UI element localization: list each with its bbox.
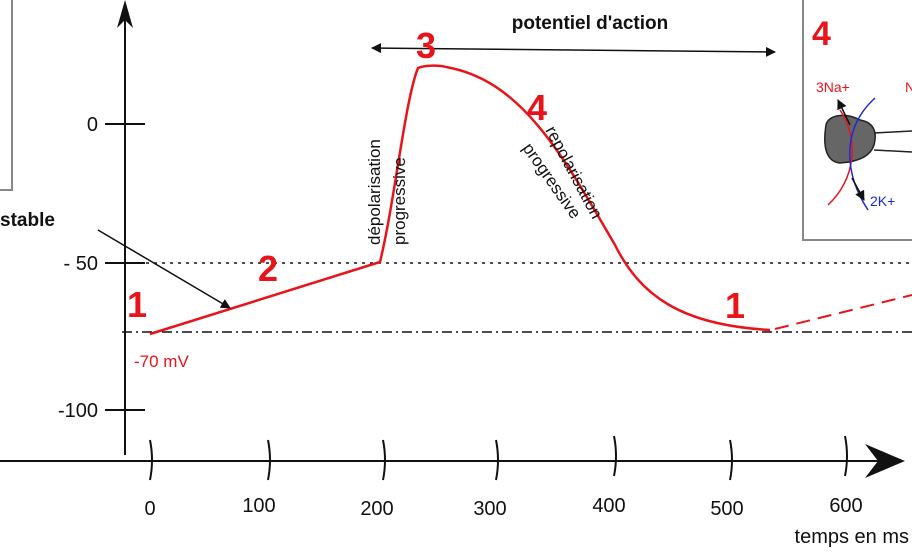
phase-label: 2 xyxy=(258,248,278,289)
k-label: 2K+ xyxy=(870,193,895,209)
x-tick-label: 500 xyxy=(710,498,743,520)
x-tick-label: 200 xyxy=(360,498,393,520)
phase-label: 4 xyxy=(527,87,547,128)
x-tick-label: 600 xyxy=(829,495,862,517)
na-arrow xyxy=(837,99,851,126)
phase-label: 1 xyxy=(725,285,745,326)
x-arrow xyxy=(865,444,905,478)
phase-label: 1 xyxy=(127,284,147,325)
potential-curve xyxy=(149,64,771,336)
resting-label: -70 mV xyxy=(134,352,189,371)
y-tick-label: 0 xyxy=(87,114,98,136)
pump-shape xyxy=(873,130,912,153)
y-tick-label: -100 xyxy=(58,400,98,422)
membrane xyxy=(827,109,853,206)
x-tick-label: 400 xyxy=(592,495,625,517)
title: potentiel d'action xyxy=(512,13,669,34)
ap-span-arrow xyxy=(371,43,776,57)
x-tick-label: 100 xyxy=(242,495,275,517)
na-label: 3Na+ xyxy=(816,79,850,95)
pump xyxy=(824,114,876,164)
x-tick-label: 0 xyxy=(144,498,155,520)
k-arrow xyxy=(851,177,865,201)
na-label: N xyxy=(905,79,912,95)
x-ticks xyxy=(149,435,848,481)
stable-label: stable xyxy=(0,210,55,231)
next-cycle xyxy=(774,294,912,330)
left-box xyxy=(0,0,13,191)
inset-label: 4 xyxy=(812,15,831,53)
x-axis-label: temps en ms xyxy=(795,526,909,548)
y-tick-label: - 50 xyxy=(64,253,98,275)
phase-label: 3 xyxy=(416,25,436,66)
y-arrow xyxy=(117,0,133,28)
stable-arrow xyxy=(97,229,231,309)
x-tick-label: 300 xyxy=(473,498,506,520)
depol-label: progressive xyxy=(390,157,409,245)
depol-label: dépolarisation xyxy=(365,139,384,245)
